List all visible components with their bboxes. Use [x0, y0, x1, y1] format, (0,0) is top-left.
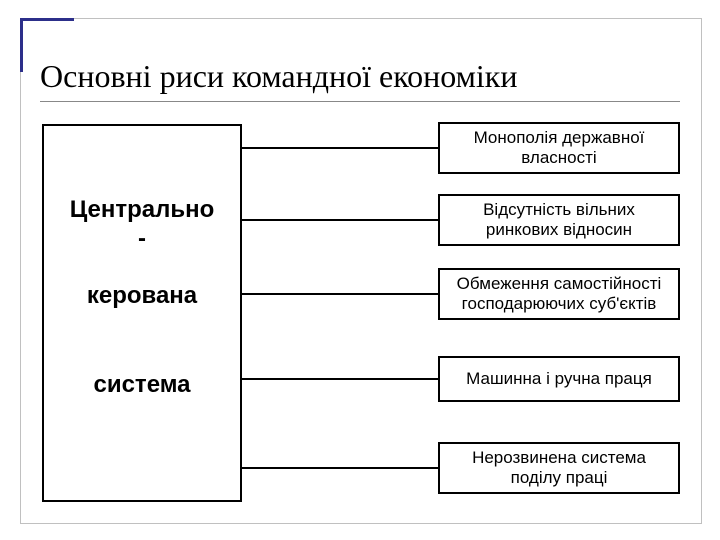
feature-node-4: Нерозвинена система поділу праці	[438, 442, 680, 494]
feature-node-2: Обмеження самостійності господарюючих су…	[438, 268, 680, 320]
source-line4: система	[50, 371, 234, 400]
frame-accent-left	[20, 18, 23, 72]
feature-node-3: Машинна і ручна праця	[438, 356, 680, 402]
source-node: Центрально - керована система	[42, 124, 242, 502]
feature-node-1: Відсутність вільних ринкових відносин	[438, 194, 680, 246]
source-line2: -	[50, 225, 234, 254]
feature-node-0: Монополія державної власності	[438, 122, 680, 174]
slide-title: Основні риси командної економіки	[40, 58, 680, 102]
source-line1: Центрально	[50, 196, 234, 225]
source-line3: керована	[50, 282, 234, 311]
frame-accent-top	[20, 18, 74, 21]
